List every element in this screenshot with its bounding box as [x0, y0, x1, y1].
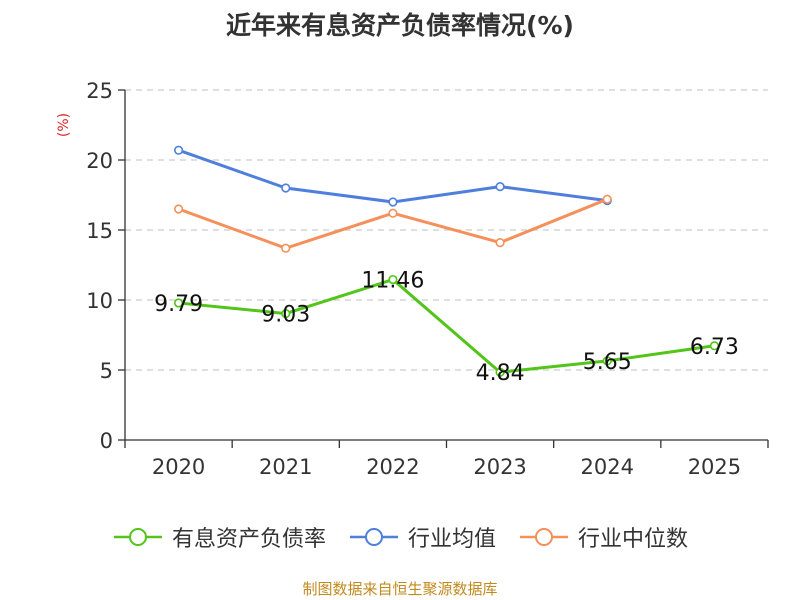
data-label: 6.73 — [690, 335, 739, 360]
data-point — [173, 298, 184, 308]
data-label: 11.46 — [361, 269, 424, 294]
source-note: 制图数据来自恒生聚源数据库 — [302, 580, 498, 598]
data-point — [173, 204, 184, 214]
legend-swatch — [520, 528, 568, 546]
data-point — [602, 194, 612, 204]
data-label: 4.84 — [476, 361, 525, 386]
x-tick-label: 2021 — [259, 455, 312, 479]
data-point — [495, 182, 505, 192]
y-tick-label: 25 — [86, 79, 113, 103]
legend-item: 行业均值 — [348, 521, 496, 553]
x-tick-label: 2024 — [581, 455, 634, 479]
data-point — [602, 356, 612, 366]
legend-label: 行业均值 — [407, 527, 496, 552]
legend: 有息资产负债率 行业均值 行业中位数 — [0, 519, 800, 555]
y-tick-label: 10 — [86, 289, 113, 313]
x-tick-label: 2023 — [473, 455, 526, 479]
data-point — [495, 367, 505, 377]
series-line — [178, 148, 608, 204]
y-axis-label: (%) — [56, 113, 72, 137]
x-tick-label: 2020 — [152, 455, 205, 479]
data-point — [281, 183, 291, 193]
data-point — [495, 238, 505, 248]
legend-label: 行业中位数 — [578, 527, 689, 552]
data-point — [709, 341, 720, 351]
grid-layer — [125, 89, 768, 371]
y-tick-label: 5 — [100, 359, 113, 383]
legend-item: 行业中位数 — [518, 521, 688, 553]
x-tick-label: 2025 — [688, 455, 741, 479]
y-tick-label: 0 — [100, 429, 113, 453]
data-point — [281, 243, 291, 253]
chart-title: 近年来有息资产负债率情况(%) — [226, 11, 574, 40]
legend-item: 有息资产负债率 — [112, 521, 326, 553]
series-layer — [173, 145, 720, 377]
data-point — [388, 197, 398, 207]
legend-swatch — [349, 528, 398, 546]
label-layer: 9.79 9.03 11.46 4.84 5.65 6.73 — [154, 269, 739, 387]
data-label: 9.03 — [261, 303, 310, 328]
x-tick-label: 2022 — [366, 455, 419, 479]
data-point — [388, 274, 398, 285]
data-point — [388, 208, 398, 218]
y-tick-label: 20 — [86, 149, 113, 173]
series-line — [178, 278, 715, 374]
y-tick-label: 15 — [86, 219, 113, 243]
data-label: 5.65 — [583, 350, 632, 375]
data-label: 9.79 — [154, 292, 203, 317]
legend-label: 有息资产负债率 — [171, 527, 326, 552]
data-point — [173, 145, 184, 155]
legend-swatch — [113, 528, 162, 546]
data-point — [281, 308, 291, 319]
